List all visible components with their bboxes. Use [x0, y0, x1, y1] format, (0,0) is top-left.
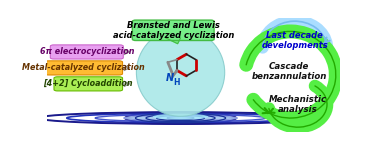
Text: Metal-catalyzed cyclization: Metal-catalyzed cyclization: [23, 63, 145, 72]
Text: Last decade
developments: Last decade developments: [262, 31, 328, 50]
FancyBboxPatch shape: [50, 45, 123, 59]
Ellipse shape: [125, 112, 236, 124]
Text: Cascade
benzannulation: Cascade benzannulation: [251, 62, 327, 81]
Ellipse shape: [124, 116, 237, 120]
Text: Mechanistic
analysis: Mechanistic analysis: [269, 95, 327, 114]
Text: H: H: [174, 78, 180, 87]
FancyBboxPatch shape: [45, 61, 122, 75]
Text: [4+2] Cycloaddition: [4+2] Cycloaddition: [43, 79, 133, 88]
Polygon shape: [166, 38, 181, 44]
Text: N: N: [166, 73, 174, 83]
Text: Brønsted and Lewis
acid-catalyzed cyclization: Brønsted and Lewis acid-catalyzed cycliz…: [113, 20, 234, 40]
Ellipse shape: [153, 114, 208, 120]
FancyBboxPatch shape: [132, 20, 214, 41]
Text: 6π electrocyclization: 6π electrocyclization: [40, 48, 134, 56]
FancyBboxPatch shape: [54, 77, 122, 91]
Ellipse shape: [136, 29, 225, 116]
